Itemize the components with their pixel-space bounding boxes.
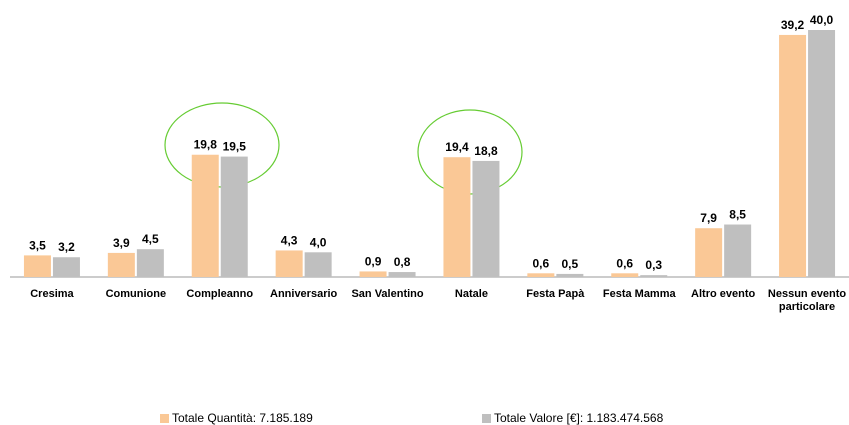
x-tick-label: Festa Mamma xyxy=(602,288,676,300)
data-label: 4,5 xyxy=(142,232,159,246)
data-label: 0,9 xyxy=(365,254,382,268)
x-tick-label: Festa Papà xyxy=(526,288,585,300)
x-tick-label: Anniversario xyxy=(270,288,338,300)
data-label: 18,8 xyxy=(474,144,498,158)
data-label: 39,2 xyxy=(781,18,805,32)
legend-swatch xyxy=(160,413,169,423)
x-tick-label: Altro evento xyxy=(691,288,756,300)
x-tick-label: San Valentino xyxy=(351,288,424,300)
legend-label: Totale Quantità: 7.185.189 xyxy=(172,411,313,425)
legend-item: Totale Quantità: 7.185.189 xyxy=(160,411,313,425)
bar xyxy=(304,252,332,277)
data-label: 40,0 xyxy=(810,13,834,27)
x-tick-label: Cresima xyxy=(30,288,74,300)
data-label: 0,5 xyxy=(562,257,579,271)
data-label: 0,8 xyxy=(394,255,411,269)
x-tick-label: Nessun evento particolare xyxy=(767,288,847,313)
bar xyxy=(724,224,752,277)
data-label: 4,3 xyxy=(281,233,298,247)
data-label: 0,6 xyxy=(616,256,633,270)
data-label: 0,6 xyxy=(533,256,550,270)
bar xyxy=(275,250,303,277)
legend-item: Totale Valore [€]: 1.183.474.568 xyxy=(482,411,663,425)
bar xyxy=(136,249,164,277)
bar xyxy=(52,257,80,277)
data-label: 19,8 xyxy=(194,138,218,152)
legend-swatch xyxy=(482,413,491,423)
data-label: 19,5 xyxy=(223,140,247,154)
bar xyxy=(107,252,135,277)
bar xyxy=(695,228,723,277)
bar xyxy=(191,154,219,277)
bar xyxy=(808,30,836,277)
bar xyxy=(359,271,387,277)
bar xyxy=(640,275,668,277)
x-tick-label: Comunione xyxy=(105,288,167,300)
bar xyxy=(556,273,584,277)
data-label: 3,5 xyxy=(29,238,46,252)
bar xyxy=(611,273,639,277)
bar xyxy=(220,156,248,277)
data-label: 0,3 xyxy=(645,258,662,272)
data-label: 4,0 xyxy=(310,235,327,249)
data-label: 19,4 xyxy=(445,140,469,154)
data-label: 7,9 xyxy=(700,211,717,225)
x-tick-label: Compleanno xyxy=(186,288,254,300)
data-label: 3,9 xyxy=(113,236,130,250)
x-tick-label: Natale xyxy=(454,288,488,300)
bar xyxy=(472,160,500,277)
data-label: 8,5 xyxy=(729,208,746,222)
bar xyxy=(527,273,555,277)
bar xyxy=(23,255,51,277)
bar xyxy=(779,34,807,277)
legend-label: Totale Valore [€]: 1.183.474.568 xyxy=(494,411,664,425)
data-label: 3,2 xyxy=(58,240,75,254)
bar xyxy=(443,157,471,277)
bar xyxy=(388,272,416,277)
